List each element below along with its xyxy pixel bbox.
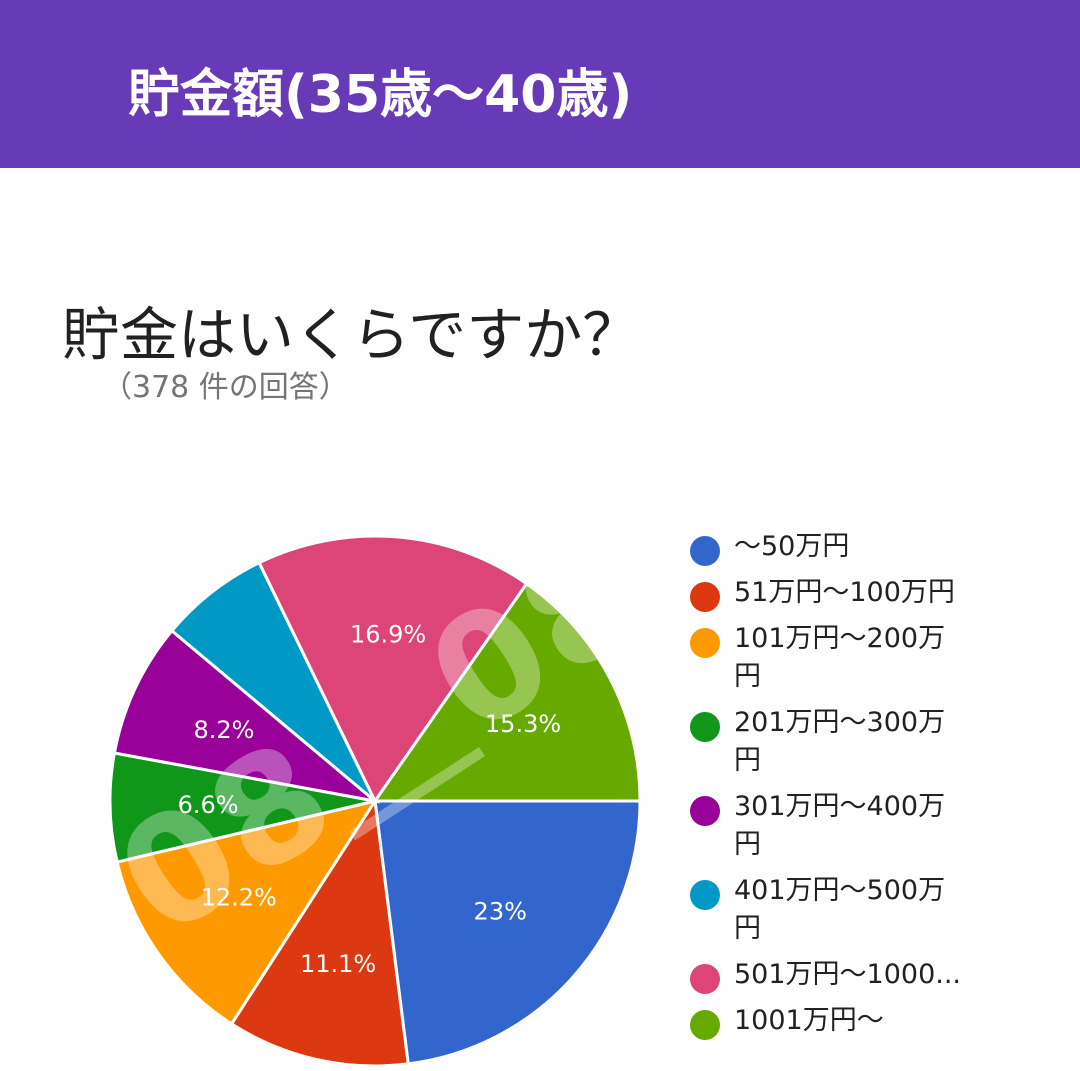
header-bar: 貯金額(35歳〜40歳) xyxy=(0,0,1080,168)
legend-label-4: 301万円〜400万円 xyxy=(734,791,946,860)
legend-item-7: 1001万円〜 xyxy=(690,1002,1070,1040)
pie-slice-label-3: 6.6% xyxy=(178,791,239,819)
legend-swatch-0 xyxy=(690,536,720,566)
response-count: （378 件の回答） xyxy=(102,370,349,405)
pie-slice-7 xyxy=(372,581,642,803)
chart-legend: 〜50万円 51万円〜100万円 101万円〜200万円 201万円〜300万円 301… xyxy=(690,528,1070,1048)
pie-slice-label-7: 15.3% xyxy=(485,710,561,738)
pie-slice-4 xyxy=(112,628,381,804)
legend-swatch-4 xyxy=(690,796,720,826)
header-title: 貯金額(35歳〜40歳) xyxy=(128,65,633,125)
pie-slice-1 xyxy=(229,796,410,1068)
legend-item-6: 501万円〜1000... xyxy=(690,956,1070,994)
legend-label-6: 501万円〜1000... xyxy=(734,959,961,990)
legend-item-0: 〜50万円 xyxy=(690,528,1070,566)
legend-item-1: 51万円〜100万円 xyxy=(690,574,1070,612)
legend-item-3: 201万円〜300万円 xyxy=(690,704,1070,780)
legend-swatch-6 xyxy=(690,964,720,994)
pie-slice-5 xyxy=(169,560,377,803)
legend-swatch-7 xyxy=(690,1010,720,1040)
legend-swatch-2 xyxy=(690,628,720,658)
legend-label-2: 101万円〜200万円 xyxy=(734,623,946,692)
legend-label-7: 1001万円〜 xyxy=(734,1005,884,1036)
pie-slice-label-1: 11.1% xyxy=(300,950,376,978)
legend-label-0: 〜50万円 xyxy=(734,531,850,562)
pie-slice-label-2: 12.2% xyxy=(201,883,277,911)
pie-slice-6 xyxy=(257,534,529,804)
legend-label-3: 201万円〜300万円 xyxy=(734,707,946,776)
legend-label-1: 51万円〜100万円 xyxy=(734,577,955,608)
pie-slice-label-4: 8.2% xyxy=(193,716,254,744)
pie-chart: 23% 11.1% 12.2% 6.6% 8.2% 16.9% 15.3% xyxy=(108,534,642,1068)
pie-slice-label-6: 16.9% xyxy=(350,621,426,649)
legend-item-2: 101万円〜200万円 xyxy=(690,620,1070,696)
legend-swatch-5 xyxy=(690,880,720,910)
legend-item-5: 401万円〜500万円 xyxy=(690,872,1070,948)
pie-slice-0 xyxy=(373,799,642,1066)
pie-slice-label-0: 23% xyxy=(474,897,527,925)
legend-item-4: 301万円〜400万円 xyxy=(690,788,1070,864)
question-title: 貯金はいくらですか？ xyxy=(62,301,641,369)
legend-swatch-1 xyxy=(690,582,720,612)
legend-label-5: 401万円〜500万円 xyxy=(734,875,946,944)
pie-slice-3 xyxy=(108,751,376,864)
pie-slice-2 xyxy=(115,798,379,1026)
legend-swatch-3 xyxy=(690,712,720,742)
